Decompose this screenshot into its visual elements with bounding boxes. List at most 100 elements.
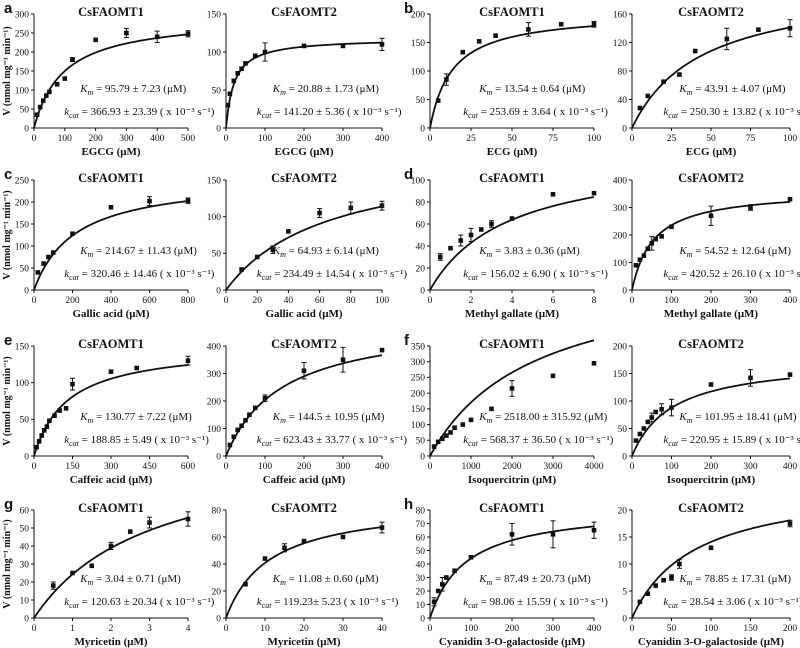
data-point: [37, 104, 43, 110]
y-tick-label: 15: [618, 533, 628, 543]
y-tick-label: 20: [212, 587, 222, 597]
data-point: [677, 561, 682, 567]
x-tick-label: 20: [252, 296, 262, 306]
x-tick-label: 400: [375, 134, 390, 144]
x-tick-label: 400: [783, 462, 798, 472]
x-tick-label: 100: [258, 134, 273, 144]
x-tick-label: 0: [428, 624, 433, 634]
x-tick-label: 2000: [503, 462, 522, 472]
data-point: [270, 247, 276, 252]
x-axis-label: Methyl gallate (μM): [465, 308, 560, 320]
data-point: [659, 406, 664, 412]
data-point: [286, 229, 291, 234]
x-tick-label: 400: [375, 462, 390, 472]
y-tick-label: 0: [216, 614, 221, 624]
x-tick-label: 1000: [462, 462, 481, 472]
data-point: [431, 599, 437, 605]
data-point: [47, 89, 52, 95]
y-tick-label: 150: [15, 220, 30, 230]
x-tick-label: 8: [592, 296, 597, 306]
x-tick-label: 300: [546, 624, 561, 634]
x-tick-label: 200: [783, 624, 798, 634]
data-point: [379, 42, 385, 47]
km-annotation: Km = 43.91 ± 4.07 (μM): [678, 83, 785, 97]
panel-3: b CsFAOMT1 0 25 50 75 100 0 50 100 150 200 ECG (μM) K…: [404, 0, 608, 158]
data-point: [669, 224, 674, 230]
y-axis-label: V (nmol mg⁻¹ min⁻¹): [2, 26, 13, 115]
y-tick-label: 30: [416, 574, 426, 584]
panel-4: CsFAOMT2 0 25 50 75 100 0 40 80 120 160 ECG (μM) Km …: [613, 5, 800, 158]
data-point: [185, 198, 191, 203]
panel-2: CsFAOMT2 0 100 200 300 400 0 50 100 150 EGCG (μM) K…: [207, 5, 402, 158]
data-point: [52, 413, 57, 418]
y-tick-label: 100: [411, 176, 426, 186]
y-tick-label: 200: [15, 48, 30, 58]
data-point: [748, 375, 753, 381]
data-point: [154, 34, 160, 40]
data-point: [235, 427, 240, 433]
x-tick-label: 0: [32, 296, 37, 306]
y-tick-label: 400: [207, 342, 222, 352]
y-tick-label: 60: [416, 220, 426, 230]
data-point: [41, 261, 46, 266]
y-tick-label: 0: [622, 286, 627, 296]
y-tick-label: 0: [420, 286, 425, 296]
data-point: [57, 408, 62, 413]
data-point: [448, 245, 453, 251]
data-point: [653, 583, 658, 588]
x-tick-label: 0: [32, 624, 37, 634]
panel-12: CsFAOMT2 0 100 200 300 400 0 50 100 150 200 Isoquer…: [613, 337, 800, 486]
x-tick-label: 4: [510, 296, 515, 306]
y-tick-label: 50: [618, 425, 628, 435]
y-tick-label: 0: [420, 452, 425, 462]
x-tick-label: 0: [32, 462, 37, 472]
y-tick-label: 10: [618, 560, 628, 570]
data-point: [591, 360, 597, 366]
x-tick-label: 2: [109, 624, 114, 634]
x-tick-label: 10: [260, 624, 270, 634]
fit-curve: [631, 26, 791, 129]
data-point: [489, 221, 494, 227]
y-tick-label: 200: [15, 198, 30, 208]
data-point: [468, 232, 474, 238]
data-point: [35, 270, 41, 275]
x-tick-label: 0: [224, 624, 229, 634]
kcat-annotation: kcat = 420.52 ± 26.10 ( x 10⁻³ s⁻¹): [663, 268, 800, 282]
data-point: [127, 529, 133, 534]
fit-curve: [33, 364, 189, 457]
data-point: [476, 39, 482, 44]
x-tick-label: 100: [464, 624, 479, 634]
data-point: [435, 98, 441, 103]
data-point: [444, 433, 449, 438]
x-tick-label: 30: [338, 624, 348, 634]
x-axis-label: Caffeic acid (μM): [263, 474, 346, 486]
x-tick-label: 4000: [585, 462, 604, 472]
data-point: [134, 365, 139, 371]
y-tick-label: 50: [212, 250, 222, 260]
y-tick-label: 0: [622, 124, 627, 134]
data-point: [185, 516, 191, 522]
panel-11: f CsFAOMT1 0 1000 2000 3000 4000 0 50 100 150 200 25…: [404, 332, 614, 486]
panel-8: CsFAOMT2 0 100 200 300 400 0 100 200 300 400 Methyl…: [613, 171, 800, 320]
y-tick-label: 10: [20, 596, 30, 606]
x-axis-label: Gallic acid (μM): [72, 308, 149, 320]
x-tick-label: 200: [65, 296, 80, 306]
panel-label: f: [404, 332, 410, 349]
y-tick-label: 0: [420, 124, 425, 134]
data-point: [282, 545, 287, 551]
km-annotation: Km = 101.95 ± 18.41 (μM): [678, 411, 796, 425]
panel-label: d: [404, 166, 413, 183]
panel-title: CsFAOMT1: [479, 171, 545, 185]
data-point: [63, 406, 69, 411]
y-tick-label: 60: [212, 533, 222, 543]
y-tick-label: 200: [207, 397, 222, 407]
x-tick-label: 0: [428, 462, 433, 472]
y-tick-label: 250: [15, 176, 30, 186]
data-point: [185, 31, 191, 37]
y-tick-label: 300: [411, 358, 426, 368]
panel-14: CsFAOMT2 0 10 20 30 40 0 20 40 60 80 Myricetin (μM)…: [212, 501, 399, 648]
panel-title: CsFAOMT1: [479, 337, 545, 351]
panel-title: CsFAOMT2: [678, 501, 744, 515]
x-tick-label: 0: [224, 296, 229, 306]
